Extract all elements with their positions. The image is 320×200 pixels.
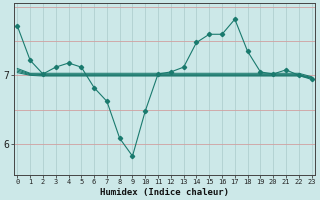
X-axis label: Humidex (Indice chaleur): Humidex (Indice chaleur) (100, 188, 229, 197)
